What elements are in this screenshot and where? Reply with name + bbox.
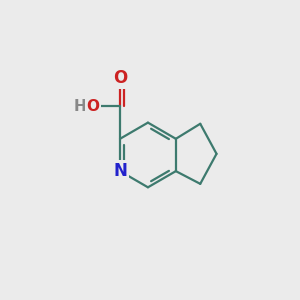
Text: O: O <box>113 69 127 87</box>
Text: N: N <box>113 162 127 180</box>
Text: H: H <box>74 99 86 114</box>
Text: O: O <box>86 99 99 114</box>
